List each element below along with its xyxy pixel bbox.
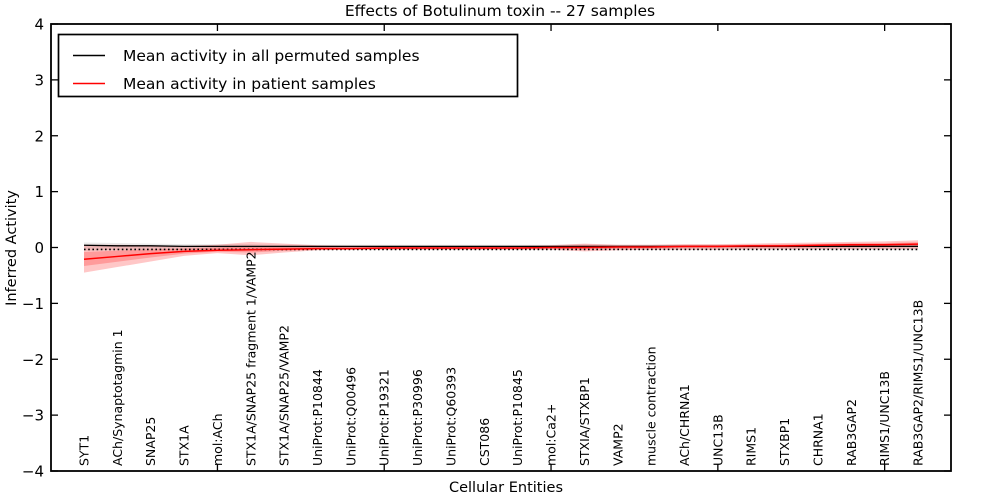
y-tick-label: −3 (22, 407, 44, 425)
x-category-label: RAB3GAP2/RIMS1/UNC13B (911, 300, 926, 466)
y-tick-label: 4 (34, 16, 44, 34)
x-category-label: UniProt:P10845 (510, 369, 525, 466)
legend-label-patient: Mean activity in patient samples (123, 75, 376, 93)
x-category-label: ACh/Synaptotagmin 1 (110, 329, 125, 466)
x-category-label: muscle contraction (644, 346, 659, 466)
x-category-label: VAMP2 (610, 423, 625, 466)
x-category-label: STX1A (177, 425, 192, 466)
x-axis-title: Cellular Entities (449, 480, 563, 496)
x-category-label: STXIA/STXBP1 (577, 377, 592, 466)
x-category-label: UniProt:P10844 (310, 369, 325, 466)
x-category-label: UniProt:P30996 (410, 369, 425, 466)
x-category-label: mol:ACh (210, 414, 225, 467)
x-category-label: UniProt:Q00496 (343, 367, 358, 466)
x-category-label: STX1A/SNAP25/VAMP2 (277, 325, 292, 466)
x-category-label: STXBP1 (777, 418, 792, 466)
x-category-label: UNC13B (710, 414, 725, 466)
y-tick-label: −2 (22, 351, 44, 369)
y-tick-label: 1 (34, 183, 44, 201)
y-tick-label: 3 (34, 71, 44, 89)
x-category-label: SYT1 (77, 435, 92, 466)
x-category-label: RAB3GAP2 (844, 399, 859, 466)
x-category-label: RIMS1/UNC13B (877, 371, 892, 466)
legend-box (57, 33, 519, 98)
patient-mean-line (83, 243, 919, 260)
x-category-label: SNAP25 (143, 417, 158, 466)
x-category-label: ACh/CHRNA1 (677, 384, 692, 466)
y-tick-label: 0 (34, 239, 44, 257)
plot-area: 4 3 2 1 0 −1 −2 −3 −4 SYT1 ACh/Synaptotagmin 1 SNAP… (22, 16, 951, 481)
x-category-label: STX1A/SNAP25 fragment 1/VAMP2 (243, 251, 258, 466)
x-category-label: RIMS1 (744, 427, 759, 466)
x-category-label: CHRNA1 (810, 413, 825, 466)
legend-label-permuted: Mean activity in all permuted samples (123, 47, 420, 65)
patient-band-inner (84, 242, 918, 266)
y-tick-label: 2 (34, 127, 44, 145)
y-axis-title: Inferred Activity (4, 190, 20, 306)
y-tick-label: −4 (22, 463, 44, 481)
x-category-label: UniProt:P19321 (377, 369, 392, 466)
legend: Mean activity in all permuted samples Me… (57, 33, 519, 98)
x-category-label: mol:Ca2+ (544, 404, 559, 466)
x-category-label: CST086 (477, 418, 492, 466)
x-category-label: UniProt:Q60393 (443, 367, 458, 466)
chart-title: Effects of Botulinum toxin -- 27 samples (345, 2, 655, 20)
y-tick-label: −1 (22, 295, 44, 313)
